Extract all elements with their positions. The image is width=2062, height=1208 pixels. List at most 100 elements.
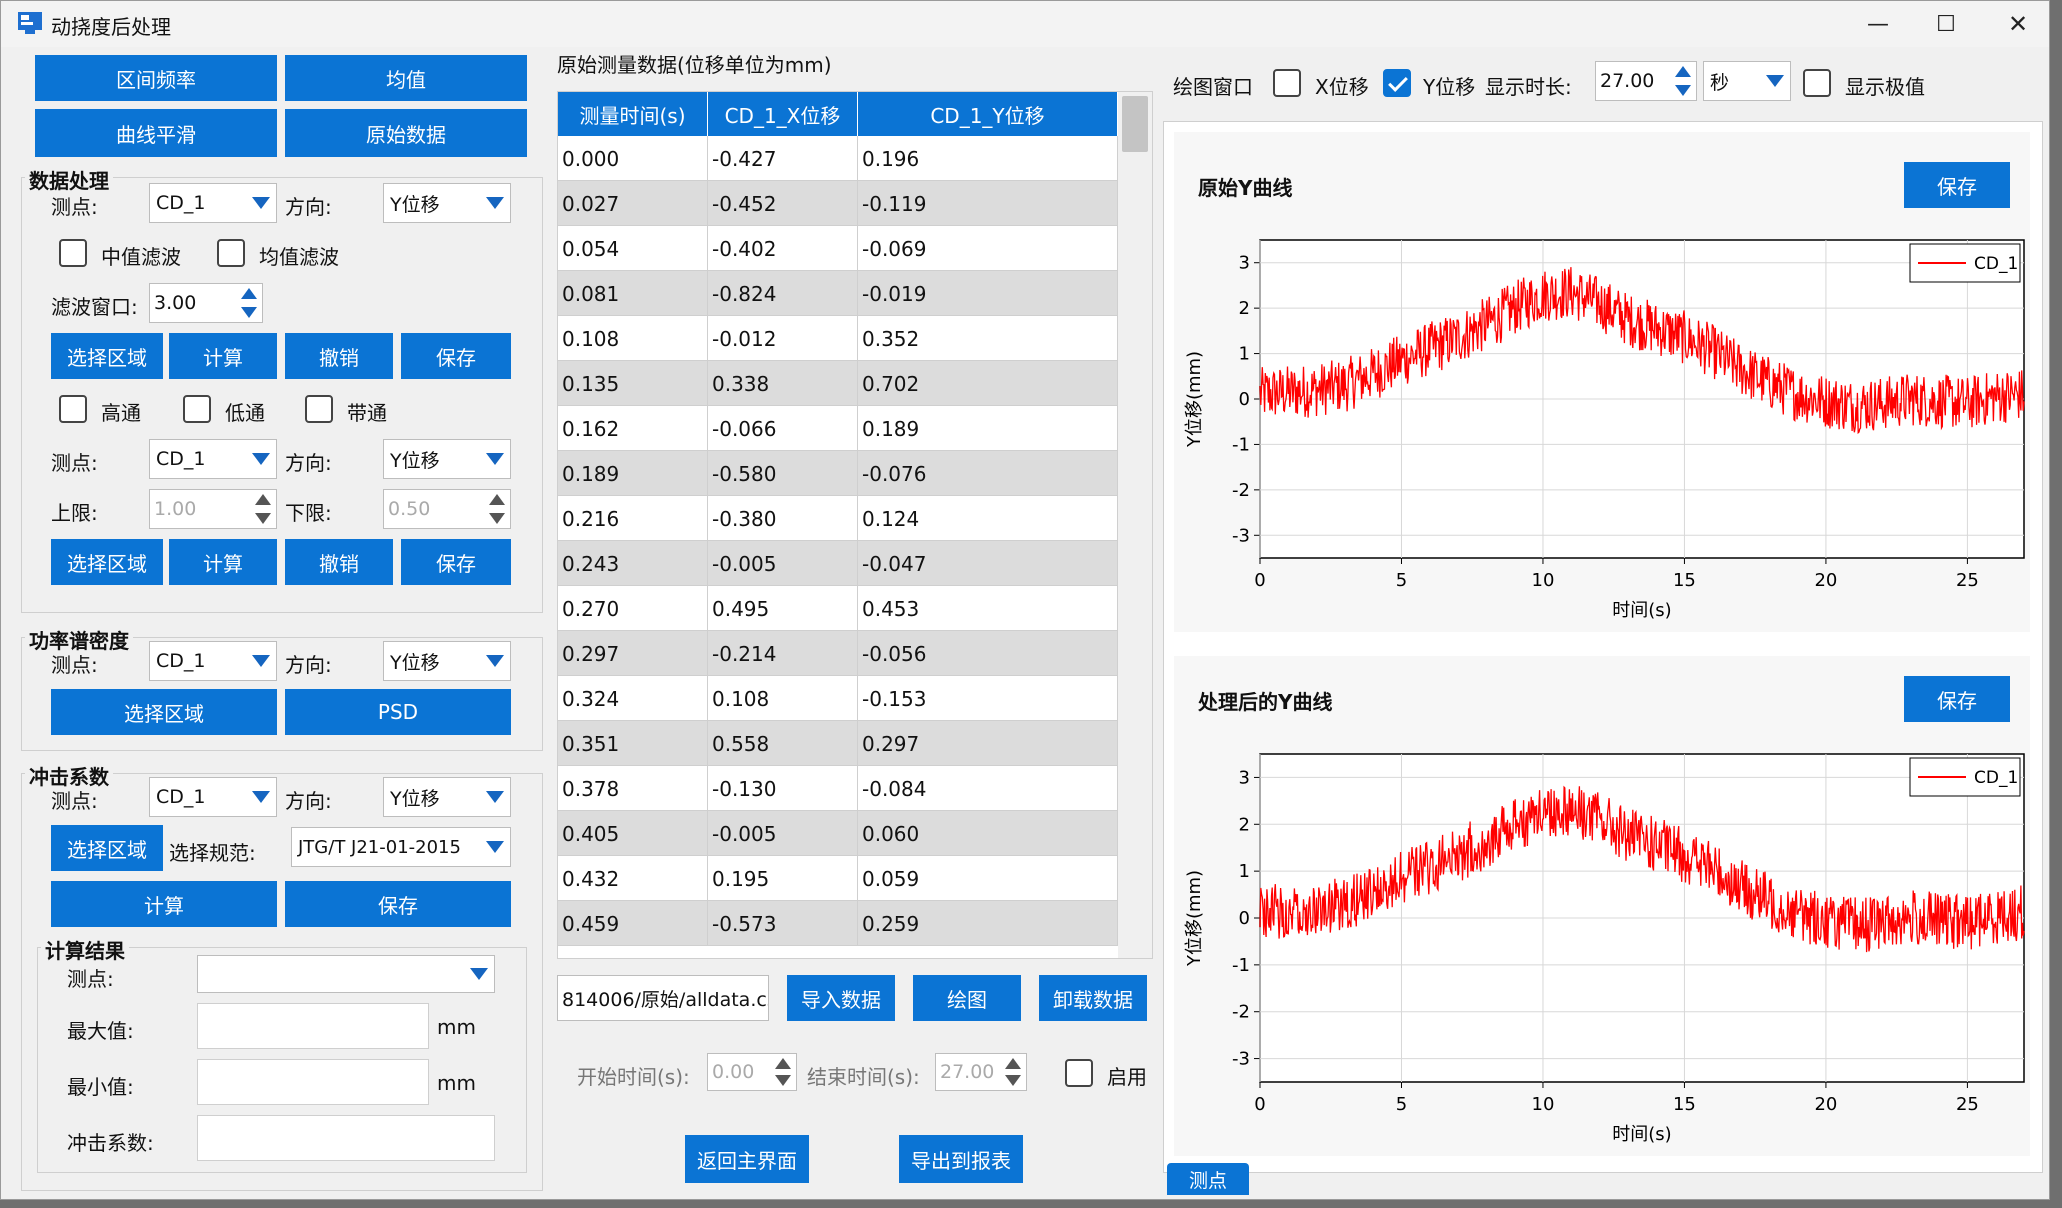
table-row[interactable]: 0.135 0.338 0.702 [558,361,1118,406]
table-row[interactable]: 0.000 -0.427 0.196 [558,136,1118,181]
spin-up-icon[interactable] [241,288,257,299]
psd-point-select[interactable]: CD_1 [149,641,277,681]
raw-data-button[interactable]: 原始数据 [285,109,527,157]
show-extreme-checkbox[interactable] [1803,69,1831,97]
impact-save-button[interactable]: 保存 [285,881,511,927]
raw-chart-save-button[interactable]: 保存 [1904,162,2010,208]
dp-point2-select[interactable]: CD_1 [149,439,277,479]
table-row[interactable]: 0.216 -0.380 0.124 [558,496,1118,541]
spin-up-icon[interactable] [1675,66,1691,77]
dp-select-region2-button[interactable]: 选择区域 [51,539,163,585]
dp-save-button[interactable]: 保存 [401,333,511,379]
export-report-button[interactable]: 导出到报表 [899,1135,1023,1183]
table-row[interactable]: 0.324 0.108 -0.153 [558,676,1118,721]
curve-smooth-button[interactable]: 曲线平滑 [35,109,277,157]
filter-window-spinbox[interactable]: 3.00 [149,283,263,323]
end-time-spinbox[interactable]: 27.00 [935,1053,1027,1091]
file-path-input[interactable]: 814006/原始/alldata.csv [557,975,769,1021]
impact-coef-field[interactable] [197,1115,495,1161]
table-row[interactable]: 0.270 0.495 0.453 [558,586,1118,631]
dp-undo-button[interactable]: 撤销 [285,333,393,379]
impact-select-region-button[interactable]: 选择区域 [51,825,163,871]
table-row[interactable]: 0.189 -0.580 -0.076 [558,451,1118,496]
bandpass-checkbox[interactable] [305,395,333,423]
dp-calc2-button[interactable]: 计算 [169,539,277,585]
median-filter-checkbox[interactable] [59,239,87,267]
lowpass-label: 低通 [225,401,265,425]
table-row[interactable]: 0.405 -0.005 0.060 [558,811,1118,856]
spin-up-icon[interactable] [1005,1058,1021,1069]
min-value-field[interactable] [197,1059,429,1105]
processed-chart-save-button[interactable]: 保存 [1904,676,2010,722]
x-displacement-checkbox[interactable] [1273,69,1301,97]
spin-down-icon[interactable] [1675,85,1691,96]
dp-point-select[interactable]: CD_1 [149,183,277,223]
dp-calc-button[interactable]: 计算 [169,333,277,379]
table-scrollbar[interactable] [1118,92,1152,958]
start-time-spinbox[interactable]: 0.00 [707,1053,797,1091]
table-row[interactable]: 0.432 0.195 0.059 [558,856,1118,901]
table-row[interactable]: 0.054 -0.402 -0.069 [558,226,1118,271]
import-data-button[interactable]: 导入数据 [787,975,895,1021]
upper-limit-spinbox[interactable]: 1.00 [149,489,277,529]
lowpass-checkbox[interactable] [183,395,211,423]
unload-data-button[interactable]: 卸载数据 [1039,975,1147,1021]
dp-point2-value: CD_1 [156,448,206,470]
impact-point-select[interactable]: CD_1 [149,777,277,817]
table-row[interactable]: 0.297 -0.214 -0.056 [558,631,1118,676]
spin-up-icon[interactable] [489,494,505,505]
plot-button[interactable]: 绘图 [913,975,1021,1021]
spin-down-icon[interactable] [1005,1075,1021,1086]
highpass-checkbox[interactable] [59,395,87,423]
duration-unit-select[interactable]: 秒 [1703,61,1791,101]
column-header-time[interactable]: 测量时间(s) [558,92,708,136]
dp-undo2-button[interactable]: 撤销 [285,539,393,585]
spec-select[interactable]: JTG/T J21-01-2015 [291,827,511,867]
minimize-button[interactable]: — [1867,11,1889,37]
table-row[interactable]: 0.108 -0.012 0.352 [558,316,1118,361]
mean-button[interactable]: 均值 [285,55,527,101]
dp-direction-select[interactable]: Y位移 [383,183,511,223]
interval-frequency-button[interactable]: 区间频率 [35,55,277,101]
duration-unit-value: 秒 [1710,71,1730,94]
close-button[interactable]: ✕ [2007,10,2029,38]
psd-direction-select[interactable]: Y位移 [383,641,511,681]
app-icon [18,12,42,34]
psd-button[interactable]: PSD [285,689,511,735]
back-to-main-button[interactable]: 返回主界面 [685,1135,809,1183]
table-cell: 0.054 [558,226,708,271]
impact-calc-button[interactable]: 计算 [51,881,277,927]
scrollbar-thumb[interactable] [1122,96,1148,152]
table-row[interactable]: 0.459 -0.573 0.259 [558,901,1118,946]
enable-checkbox[interactable] [1065,1059,1093,1087]
maximize-button[interactable]: ☐ [1936,11,1956,37]
table-row[interactable]: 0.081 -0.824 -0.019 [558,271,1118,316]
column-header-y[interactable]: CD_1_Y位移 [858,92,1118,136]
spin-down-icon[interactable] [241,307,257,318]
dp-direction2-select[interactable]: Y位移 [383,439,511,479]
psd-select-region-button[interactable]: 选择区域 [51,689,277,735]
duration-spinbox[interactable]: 27.00 [1595,61,1697,101]
lower-limit-spinbox[interactable]: 0.50 [383,489,511,529]
table-row[interactable]: 0.351 0.558 0.297 [558,721,1118,766]
table-row[interactable]: 0.027 -0.452 -0.119 [558,181,1118,226]
dp-save2-button[interactable]: 保存 [401,539,511,585]
table-row[interactable]: 0.378 -0.130 -0.084 [558,766,1118,811]
tab-measure-point[interactable]: 测点 [1167,1163,1249,1195]
table-row[interactable]: 0.162 -0.066 0.189 [558,406,1118,451]
spin-down-icon[interactable] [255,513,271,524]
max-value-field[interactable] [197,1003,429,1049]
y-displacement-checkbox[interactable] [1383,69,1411,97]
spin-up-icon[interactable] [775,1058,791,1069]
column-header-x[interactable]: CD_1_X位移 [708,92,858,136]
spin-down-icon[interactable] [775,1075,791,1086]
spin-up-icon[interactable] [255,494,271,505]
spin-down-icon[interactable] [489,513,505,524]
result-point-select[interactable] [197,955,495,993]
impact-direction-select[interactable]: Y位移 [383,777,511,817]
table-row[interactable]: 0.243 -0.005 -0.047 [558,541,1118,586]
dp-select-region-button[interactable]: 选择区域 [51,333,163,379]
mean-filter-checkbox[interactable] [217,239,245,267]
